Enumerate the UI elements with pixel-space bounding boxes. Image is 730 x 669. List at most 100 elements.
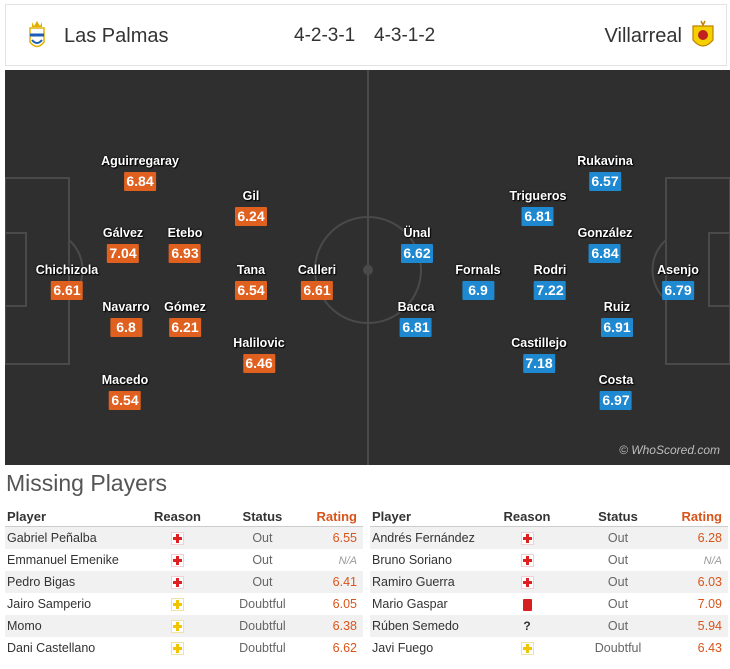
away-team-name[interactable]: Villarreal xyxy=(604,25,682,47)
player-name: Trigueros xyxy=(509,189,567,203)
player-name: González xyxy=(577,226,633,240)
player-rating: 6.46 xyxy=(242,354,275,373)
table-row: Andrés Fernández Out 6.28 xyxy=(370,526,728,549)
unknown-icon: ? xyxy=(523,619,531,634)
doubtful-icon xyxy=(170,620,184,634)
player-name: Navarro xyxy=(102,300,150,314)
missing-player-name[interactable]: Bruno Soriano xyxy=(370,549,494,571)
missing-player-name[interactable]: Javi Fuego xyxy=(370,637,494,659)
home-formation: 4-2-3-1 xyxy=(294,25,356,46)
missing-player-name[interactable]: Mario Gaspar xyxy=(370,593,494,615)
table-row: Rúben Semedo ? Out 5.94 xyxy=(370,615,728,637)
missing-player-name[interactable]: Gabriel Peñalba xyxy=(5,526,145,549)
player-rating: 6.24 xyxy=(235,207,267,226)
col-reason: Reason xyxy=(144,506,209,527)
player-marker[interactable]: Gálvez 7.04 xyxy=(103,226,143,263)
missing-rating: 6.41 xyxy=(314,571,363,593)
player-rating: 6.97 xyxy=(599,391,632,410)
missing-status: Out xyxy=(558,615,676,637)
player-name: Ünal xyxy=(403,226,431,240)
player-marker[interactable]: Navarro 6.8 xyxy=(102,300,150,337)
player-name: Bacca xyxy=(397,300,435,314)
missing-rating: N/A xyxy=(338,555,357,567)
missing-status: Out xyxy=(208,549,315,571)
missing-rating: N/A xyxy=(703,555,722,567)
player-marker[interactable]: Calleri 6.61 xyxy=(298,263,336,300)
player-rating: 6.84 xyxy=(589,244,621,263)
player-rating: 6.79 xyxy=(662,281,694,300)
player-marker[interactable]: Gil 6.24 xyxy=(235,189,267,226)
missing-status: Doubtful xyxy=(558,637,676,659)
player-marker[interactable]: Macedo 6.54 xyxy=(101,373,149,410)
player-name: Rukavina xyxy=(577,154,633,168)
player-rating: 6.84 xyxy=(124,172,156,191)
player-marker[interactable]: Tana 6.54 xyxy=(235,263,267,300)
player-name: Costa xyxy=(598,373,634,387)
missing-status: Out xyxy=(558,593,676,615)
player-marker[interactable]: Castillejo 7.18 xyxy=(511,336,567,373)
player-name: Gil xyxy=(242,189,260,203)
home-missing-table: Player Reason Status Rating Gabriel Peña… xyxy=(5,506,363,659)
injury-icon xyxy=(520,554,534,568)
missing-status: Out xyxy=(208,571,315,593)
missing-player-name[interactable]: Pedro Bigas xyxy=(5,571,145,593)
missing-player-name[interactable]: Emmanuel Emenike xyxy=(5,549,145,571)
missing-player-name[interactable]: Momo xyxy=(5,615,145,637)
player-name: Halilovic xyxy=(233,336,285,350)
player-marker[interactable]: Rukavina 6.57 xyxy=(577,154,633,191)
player-marker[interactable]: Costa 6.97 xyxy=(598,373,634,410)
player-name: Macedo xyxy=(101,373,149,387)
player-rating: 6.8 xyxy=(110,318,142,337)
injury-icon xyxy=(170,554,184,568)
match-header: Las Palmas 4-2-3-1 4-3-1-2 Villarreal xyxy=(5,4,727,66)
col-rating: Rating xyxy=(314,506,363,527)
player-marker[interactable]: Ruiz 6.91 xyxy=(601,300,633,337)
player-rating: 6.61 xyxy=(301,281,333,300)
missing-status: Out xyxy=(208,526,315,549)
missing-player-name[interactable]: Andrés Fernández xyxy=(370,526,494,549)
col-status: Status xyxy=(208,506,315,527)
pitch-lines xyxy=(5,70,730,465)
player-rating: 6.57 xyxy=(589,172,621,191)
pitch: Aguirregaray 6.84 Gil 6.24 Gálvez 7.04 E… xyxy=(5,70,730,465)
player-marker[interactable]: Halilovic 6.46 xyxy=(233,336,285,373)
table-header-row: Player Reason Status Rating xyxy=(370,506,728,527)
player-marker[interactable]: Asenjo 6.79 xyxy=(657,263,699,300)
missing-player-name[interactable]: Ramiro Guerra xyxy=(370,571,494,593)
player-name: Tana xyxy=(236,263,266,277)
player-marker[interactable]: Ünal 6.62 xyxy=(401,226,433,263)
player-marker[interactable]: Fornals 6.9 xyxy=(455,263,501,300)
missing-player-name[interactable]: Dani Castellano xyxy=(5,637,145,659)
player-marker[interactable]: Etebo 6.93 xyxy=(168,226,202,263)
player-rating: 6.54 xyxy=(235,281,267,300)
injury-icon xyxy=(520,576,534,590)
home-team-name[interactable]: Las Palmas xyxy=(64,25,169,47)
watermark: © WhoScored.com xyxy=(619,443,720,457)
injury-icon xyxy=(520,532,534,546)
away-missing-table: Player Reason Status Rating Andrés Ferná… xyxy=(370,506,728,659)
player-marker[interactable]: Rodri 7.22 xyxy=(533,263,566,300)
doubtful-icon xyxy=(520,642,534,656)
player-rating: 7.22 xyxy=(533,281,566,300)
player-marker[interactable]: Gómez 6.21 xyxy=(164,300,206,337)
player-rating: 6.54 xyxy=(108,391,141,410)
player-marker[interactable]: Bacca 6.81 xyxy=(397,300,435,337)
missing-player-name[interactable]: Jairo Samperio xyxy=(5,593,145,615)
player-marker[interactable]: Trigueros 6.81 xyxy=(509,189,567,226)
table-row: Mario Gaspar Out 7.09 xyxy=(370,593,728,615)
player-rating: 6.91 xyxy=(601,318,633,337)
player-marker[interactable]: Chichizola 6.61 xyxy=(36,263,98,300)
player-marker[interactable]: Aguirregaray 6.84 xyxy=(101,154,179,191)
missing-player-name[interactable]: Rúben Semedo xyxy=(370,615,494,637)
player-marker[interactable]: González 6.84 xyxy=(577,226,633,263)
missing-status: Doubtful xyxy=(208,637,315,659)
player-rating: 7.04 xyxy=(107,244,139,263)
player-name: Castillejo xyxy=(511,336,567,350)
missing-rating: 6.43 xyxy=(676,637,728,659)
table-header-row: Player Reason Status Rating xyxy=(5,506,363,527)
missing-status: Out xyxy=(558,549,676,571)
missing-rating: 5.94 xyxy=(676,615,728,637)
player-rating: 6.9 xyxy=(462,281,494,300)
table-row: Bruno Soriano Out N/A xyxy=(370,549,728,571)
missing-status: Out xyxy=(558,526,676,549)
